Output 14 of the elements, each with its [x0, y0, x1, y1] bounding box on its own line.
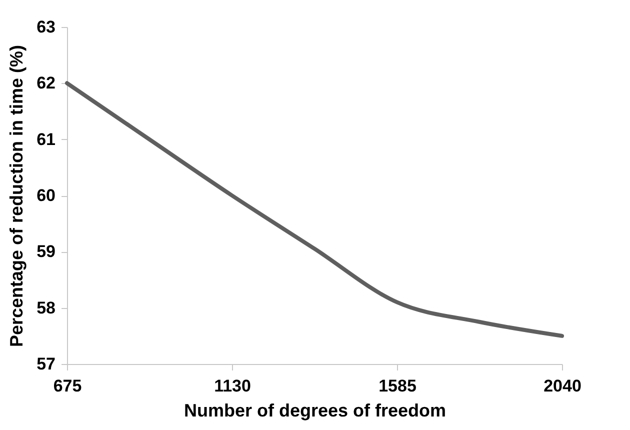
y-tick-label: 59 — [36, 242, 56, 262]
y-tick-label: 57 — [36, 354, 56, 374]
x-tick-label: 1130 — [214, 376, 251, 396]
y-axis-title: Percentage of reduction in time (%) — [6, 44, 27, 348]
x-tick-label: 1585 — [378, 376, 416, 396]
y-tick-label: 63 — [36, 18, 56, 36]
y-tick-label: 61 — [36, 130, 56, 149]
y-tick-label: 62 — [36, 74, 56, 93]
y-tick-label: 60 — [36, 186, 56, 205]
line-series — [65, 81, 564, 338]
x-axis-title: Number of degrees of freedom — [184, 400, 446, 420]
x-tick-label: 675 — [53, 376, 82, 396]
y-tick-label: 58 — [36, 298, 56, 318]
x-tick-label: 2040 — [544, 376, 582, 396]
